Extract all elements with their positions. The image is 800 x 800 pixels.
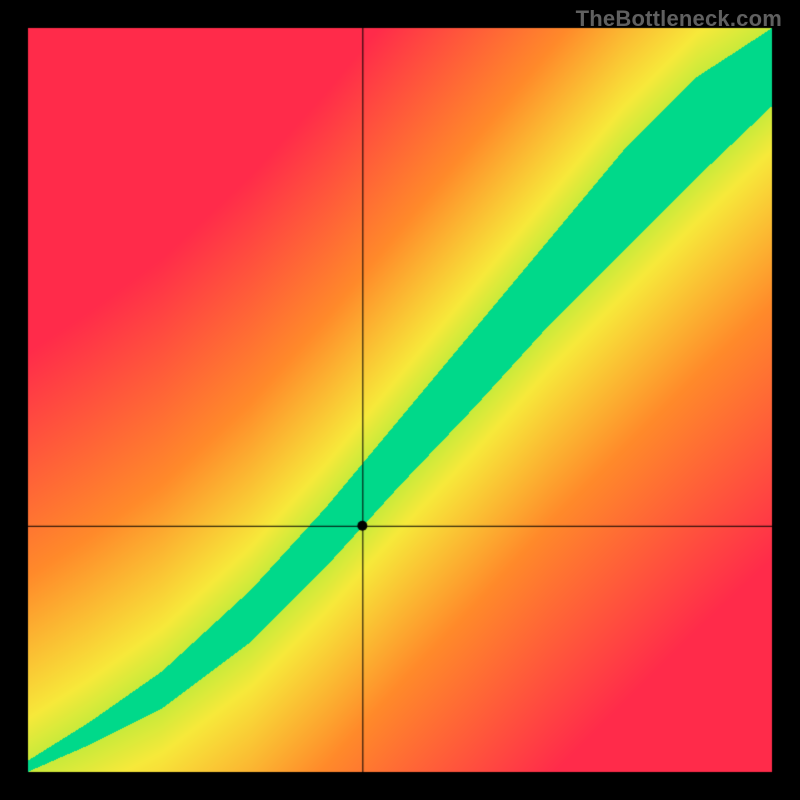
chart-container: TheBottleneck.com: [0, 0, 800, 800]
watermark-text: TheBottleneck.com: [576, 6, 782, 32]
bottleneck-heatmap: [0, 0, 800, 800]
